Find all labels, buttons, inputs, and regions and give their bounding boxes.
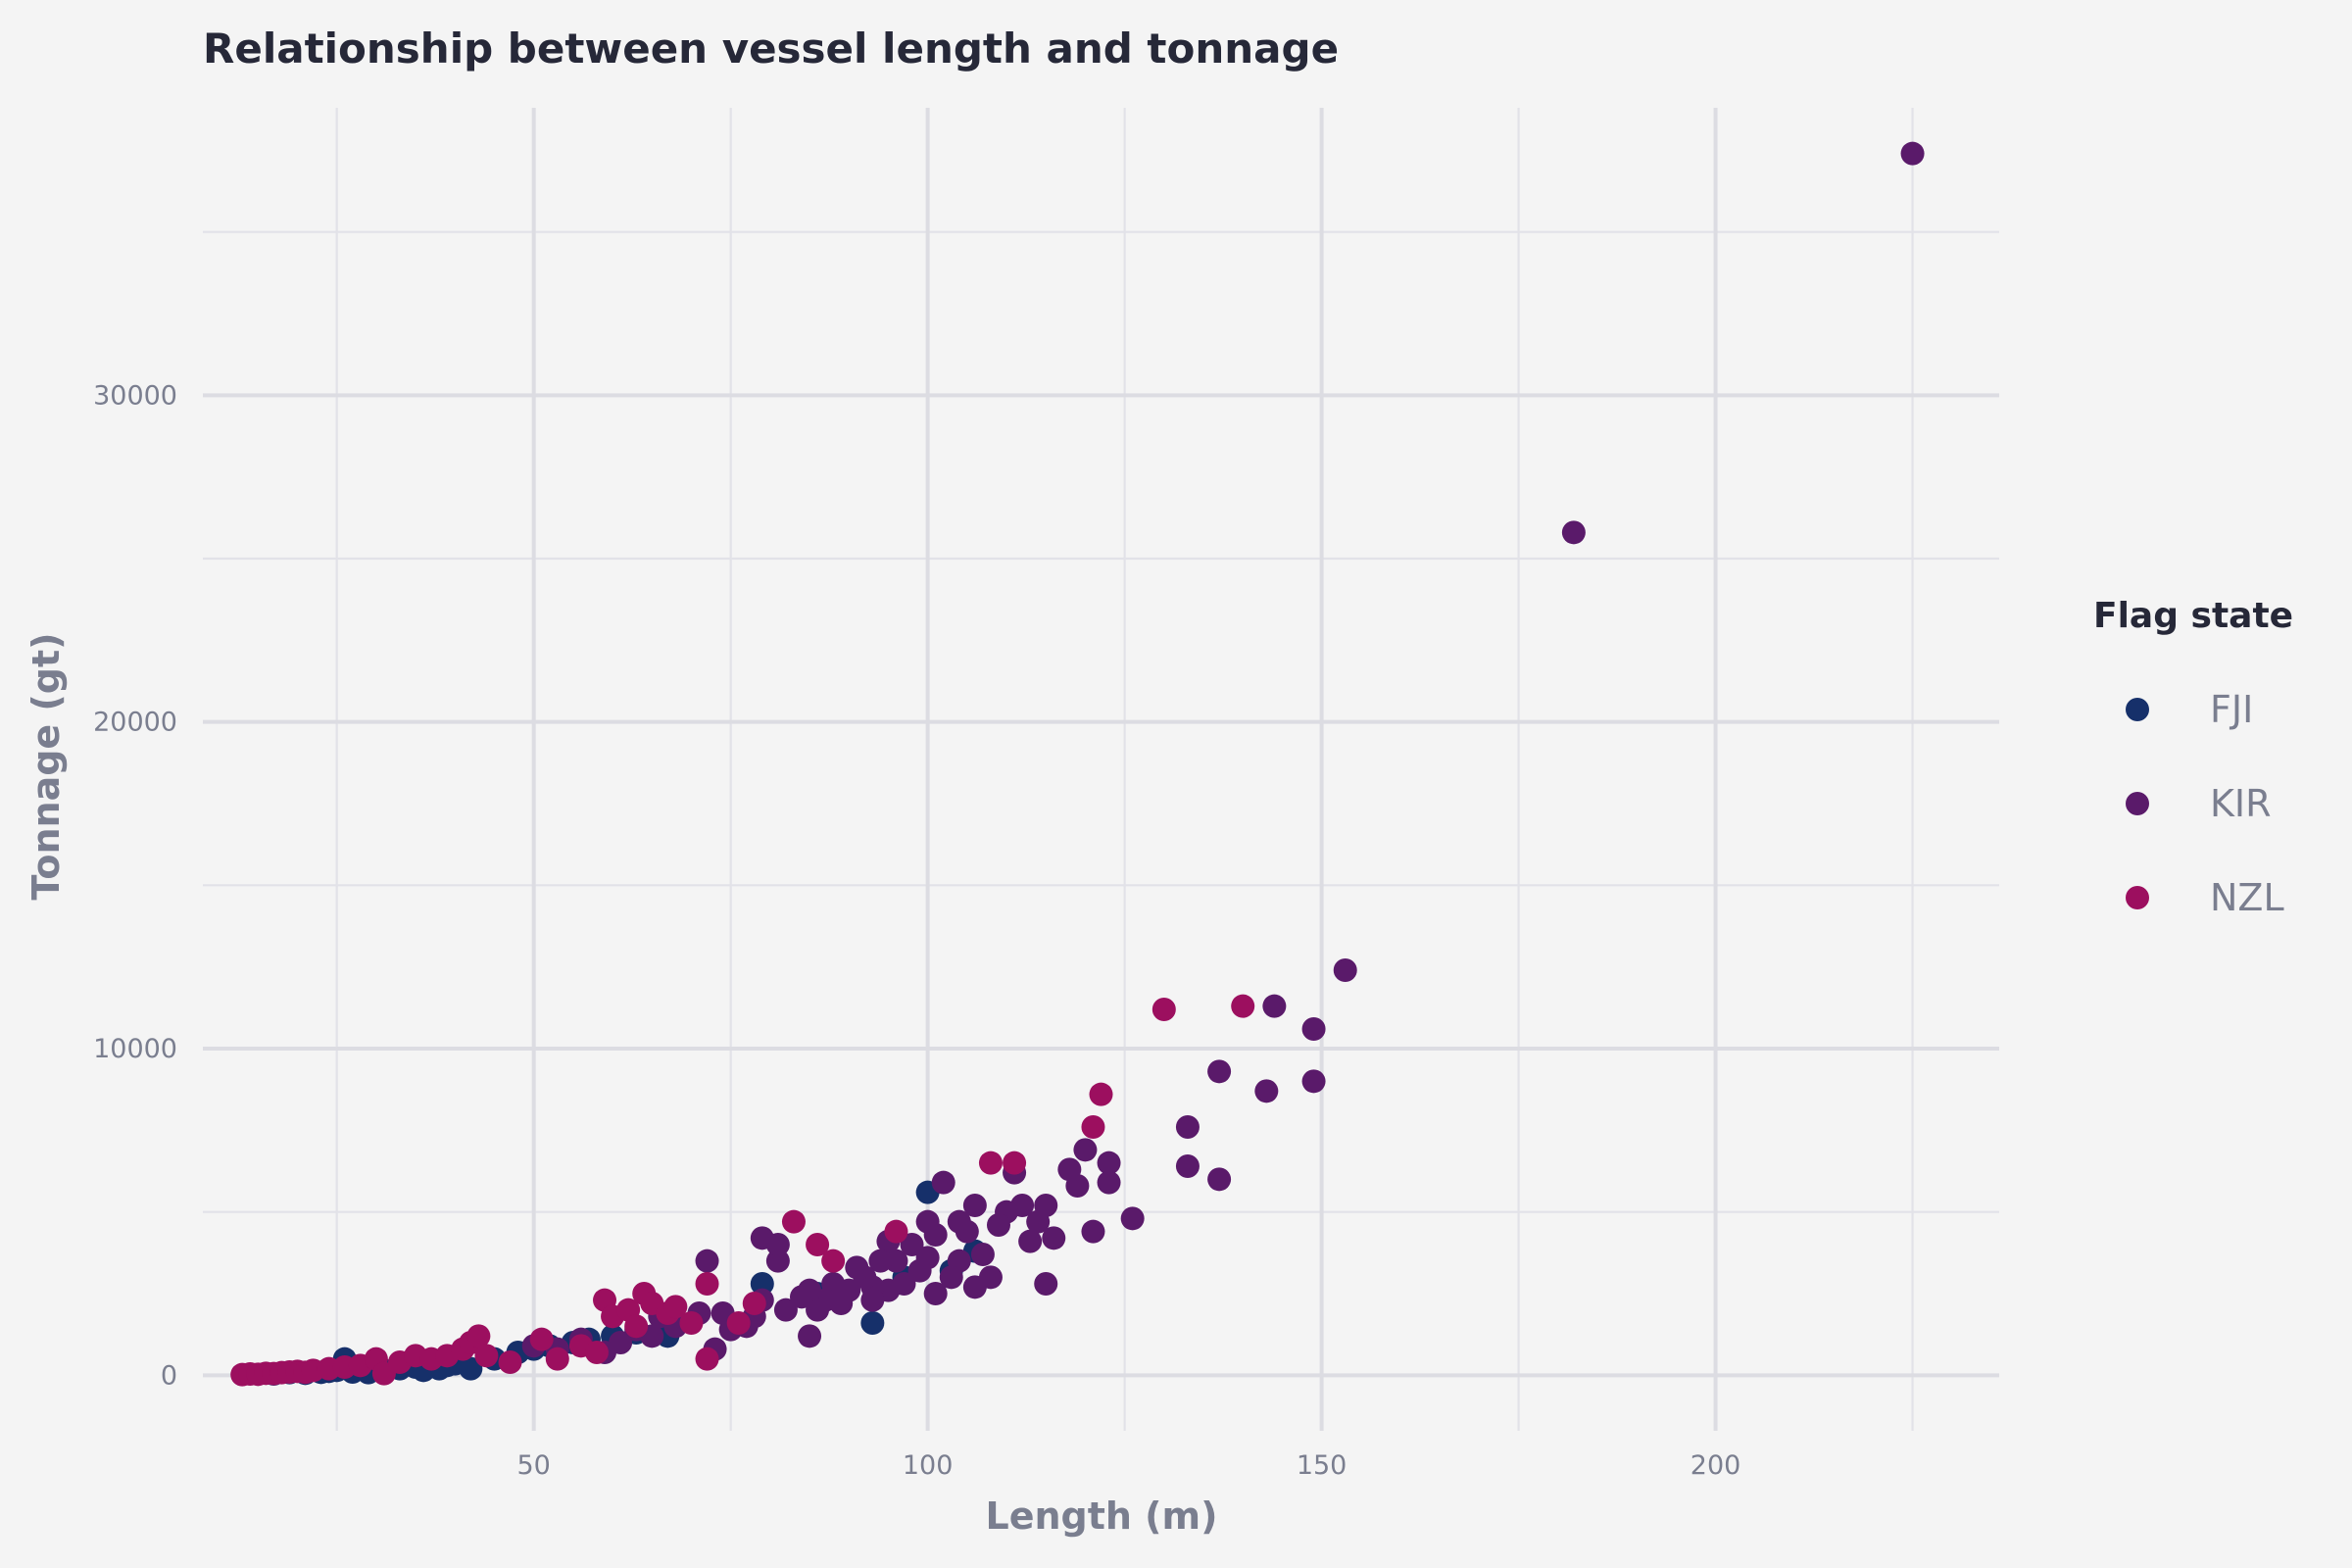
data-point [962, 1275, 987, 1299]
data-point [939, 1265, 963, 1290]
data-point [931, 1170, 956, 1195]
x-axis-tick-labels: 50 100 150 200 [516, 1450, 1740, 1481]
y-axis-tick-labels: 0 10000 20000 30000 [93, 380, 177, 1391]
data-point [1900, 141, 1925, 166]
x-tick-label: 100 [903, 1450, 954, 1481]
data-point [923, 1282, 948, 1305]
data-point [466, 1324, 491, 1348]
data-point [765, 1249, 790, 1273]
data-point [781, 1209, 806, 1234]
data-point [900, 1233, 924, 1256]
data-point [821, 1249, 846, 1273]
data-point [459, 1356, 483, 1381]
y-tick-label: 10000 [93, 1034, 177, 1064]
data-point [773, 1298, 798, 1322]
data-point [695, 1249, 719, 1273]
data-point [1175, 1115, 1200, 1139]
chart-title: Relationship between vessel length and t… [203, 24, 1339, 73]
y-axis-title: Tonnage (gt) [24, 632, 68, 900]
x-tick-label: 50 [516, 1450, 550, 1481]
data-point [679, 1311, 704, 1335]
data-point [529, 1327, 554, 1351]
y-tick-label: 20000 [93, 708, 177, 738]
data-point [884, 1219, 908, 1244]
legend-swatch-nzl [2126, 886, 2149, 909]
data-point [750, 1272, 774, 1296]
data-point [624, 1314, 649, 1339]
legend: Flag state FJI KIR NZL [2093, 596, 2293, 919]
data-point [1034, 1272, 1058, 1296]
data-point [726, 1311, 751, 1335]
data-point [498, 1350, 522, 1374]
legend-label-kir: KIR [2210, 782, 2272, 825]
data-point [1333, 958, 1357, 982]
data-point [1042, 1226, 1066, 1250]
x-axis-title: Length (m) [985, 1494, 1217, 1538]
data-point [1073, 1138, 1098, 1162]
data-point [1089, 1082, 1113, 1106]
data-point [584, 1341, 609, 1364]
data-point [1026, 1209, 1051, 1234]
grid-lines [203, 108, 1999, 1431]
legend-items: FJI KIR NZL [2126, 688, 2284, 919]
data-point [1175, 1154, 1200, 1178]
data-point [545, 1347, 569, 1371]
data-point [695, 1347, 719, 1371]
data-point [962, 1194, 987, 1217]
data-point [806, 1233, 830, 1256]
data-point [1254, 1079, 1279, 1103]
data-point [1262, 994, 1287, 1018]
data-point [907, 1258, 932, 1283]
legend-label-fji: FJI [2210, 688, 2253, 731]
x-tick-label: 150 [1297, 1450, 1348, 1481]
data-point [750, 1226, 774, 1250]
legend-title: Flag state [2093, 596, 2293, 636]
data-point [986, 1213, 1010, 1237]
data-point [1207, 1059, 1232, 1084]
data-point [970, 1243, 995, 1266]
legend-label-nzl: NZL [2210, 876, 2284, 919]
data-point [1097, 1170, 1121, 1195]
data-point [474, 1344, 499, 1368]
data-point [868, 1249, 893, 1273]
data-point [695, 1272, 719, 1296]
data-points [230, 141, 1925, 1387]
data-point [1057, 1157, 1082, 1182]
data-point [742, 1292, 766, 1315]
data-point [1301, 1069, 1326, 1094]
data-point [845, 1255, 869, 1280]
data-point [790, 1285, 813, 1309]
x-tick-label: 200 [1690, 1450, 1741, 1481]
data-point [1561, 520, 1586, 545]
data-point [1152, 998, 1176, 1021]
y-tick-label: 0 [161, 1360, 177, 1391]
data-point [1120, 1206, 1145, 1231]
series-nzl [230, 994, 1255, 1387]
legend-swatch-fji [2126, 698, 2149, 721]
data-point [978, 1151, 1003, 1175]
data-point [1097, 1151, 1121, 1175]
data-point [806, 1298, 830, 1322]
data-point [860, 1311, 885, 1335]
legend-swatch-kir [2126, 792, 2149, 815]
data-point [798, 1324, 822, 1348]
data-point [1018, 1229, 1043, 1253]
data-point [1081, 1219, 1105, 1244]
data-point [1081, 1115, 1105, 1139]
data-point [947, 1209, 971, 1234]
data-point [860, 1288, 885, 1312]
data-point [1207, 1167, 1232, 1192]
y-tick-label: 30000 [93, 380, 177, 411]
data-point [1301, 1017, 1326, 1041]
data-point [915, 1209, 940, 1234]
data-point [1231, 994, 1255, 1018]
data-point [1003, 1151, 1027, 1175]
data-point [663, 1295, 688, 1319]
